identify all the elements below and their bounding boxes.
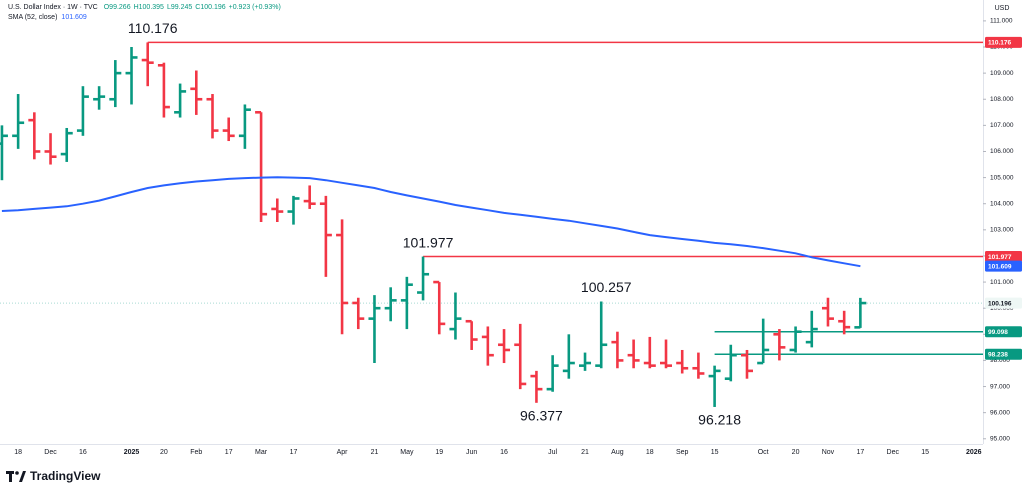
level-label: 99.098: [988, 329, 1008, 336]
level-label-box: [985, 251, 1022, 263]
x-tick-label: 20: [792, 449, 800, 456]
x-tick-label: 15: [711, 449, 719, 456]
y-tick-label: 105.000: [990, 174, 1014, 181]
symbol-title: U.S. Dollar Index · 1W · TVC: [8, 4, 98, 11]
legend-value: 101.609: [61, 14, 86, 21]
level-label: 98.238: [988, 351, 1008, 358]
sma-line: [1, 176, 861, 268]
x-tick-label: 18: [14, 449, 22, 456]
y-tick-label: 95.000: [990, 435, 1010, 442]
brand-logo: TradingView: [6, 469, 101, 483]
level-label-box: [985, 326, 1022, 338]
x-tick-label: Jul: [548, 449, 557, 456]
x-tick-label: Oct: [758, 449, 769, 456]
last-price-label: 100.196: [988, 300, 1012, 307]
price-annotation: 110.176: [128, 20, 178, 36]
x-tick-label: Dec: [887, 449, 900, 456]
x-tick-label: Sep: [676, 449, 689, 456]
y-tick-label: 101.000: [990, 279, 1014, 286]
logo-part: [9, 471, 12, 482]
level-label: 101.977: [988, 254, 1012, 261]
y-tick-label: 107.000: [990, 122, 1014, 129]
y-tick-label: 108.000: [990, 96, 1014, 103]
x-tick-label: 17: [856, 449, 864, 456]
level-label-box: [985, 348, 1022, 360]
sma-label: 101.609: [988, 263, 1012, 270]
x-tick-label: 21: [581, 449, 589, 456]
level-label-box: [985, 36, 1022, 48]
x-tick-label: 19: [435, 449, 443, 456]
x-tick-label: 2026: [966, 449, 982, 456]
y-tick-label: 98.000: [990, 357, 1010, 364]
x-tick-label: Aug: [611, 449, 624, 456]
ohlc-value: H100.395: [134, 4, 164, 11]
x-tick-label: 21: [371, 449, 379, 456]
currency: USD: [995, 5, 1010, 12]
x-tick-label: 2025: [124, 449, 140, 456]
last-price-label-box: [985, 297, 1022, 309]
x-tick-label: 18: [646, 449, 654, 456]
logo-part: [19, 471, 26, 482]
y-tick-label: 103.000: [990, 227, 1014, 234]
y-tick-label: 97.000: [990, 383, 1010, 390]
sma-label-box: [985, 260, 1022, 272]
x-tick-label: Feb: [190, 449, 202, 456]
price-annotation: 101.977: [403, 234, 454, 250]
price-annotation: 96.377: [520, 408, 563, 424]
ohlc-value: O99.266: [104, 4, 131, 11]
x-tick-label: 16: [79, 449, 87, 456]
price-annotation: 100.257: [581, 279, 632, 295]
logo-part: [15, 471, 19, 475]
x-tick-label: Apr: [337, 449, 349, 456]
ohlc-value: C100.196: [195, 4, 225, 11]
ohlc-value: +0.923 (+0.93%): [229, 4, 281, 11]
x-tick-label: Nov: [822, 449, 835, 456]
ohlc-value: L99.245: [167, 4, 192, 11]
y-tick-label: 109.000: [990, 70, 1014, 77]
level-label: 110.176: [988, 40, 1012, 47]
x-tick-label: 15: [921, 449, 929, 456]
x-tick-label: Mar: [255, 449, 268, 456]
brand-name: TradingView: [30, 469, 101, 483]
y-tick-label: 96.000: [990, 409, 1010, 416]
x-tick-label: 17: [225, 449, 233, 456]
x-tick-label: Dec: [44, 449, 57, 456]
y-tick-label: 104.000: [990, 200, 1014, 207]
x-tick-label: May: [400, 449, 414, 456]
price-annotation: 96.218: [698, 412, 741, 428]
legend-name: SMA (52, close): [8, 14, 57, 21]
x-tick-label: 20: [160, 449, 168, 456]
y-tick-label: 111.000: [990, 18, 1013, 25]
y-tick-label: 106.000: [990, 148, 1014, 155]
x-tick-label: Jun: [466, 449, 477, 456]
x-tick-label: 16: [500, 449, 508, 456]
x-tick-label: 17: [290, 449, 298, 456]
